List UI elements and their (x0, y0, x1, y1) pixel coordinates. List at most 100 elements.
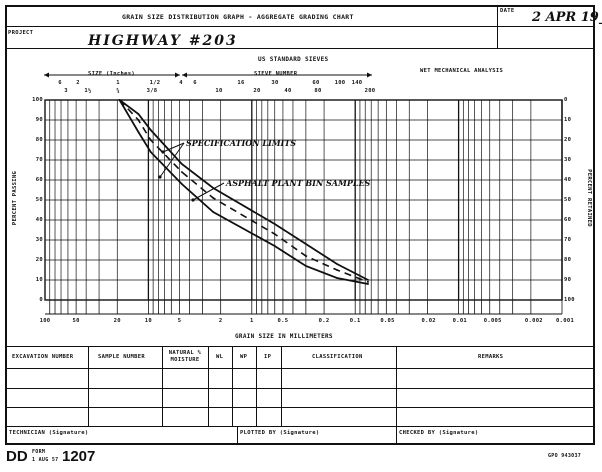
data-point (304, 255, 307, 257)
retained-tick-label: 100 (564, 297, 575, 303)
table-col-line (208, 346, 209, 426)
col-classification: CLASSIFICATION (312, 354, 363, 360)
sieve-tick-label: 10 (215, 88, 223, 94)
table-col-line (281, 346, 282, 426)
pointer-head (191, 198, 195, 202)
data-point (149, 139, 152, 141)
checked-label: CHECKED BY (Signature) (399, 430, 479, 436)
asphalt-pointer (192, 182, 225, 201)
sieve-tick-label: 80 (314, 88, 322, 94)
spec-pointer (159, 142, 185, 178)
col-ip: IP (264, 354, 272, 360)
series-layer (118, 99, 370, 285)
data-point (180, 163, 183, 165)
inch-tick-label: 1/2 (149, 80, 161, 86)
pointer-head (161, 150, 165, 154)
mm-tick-label: 0.002 (524, 318, 543, 324)
gpo-code: GPO 943037 (548, 453, 582, 459)
col-wp: WP (240, 354, 248, 360)
table-row-line (5, 407, 595, 408)
sieve-tick-label: 20 (253, 88, 261, 94)
passing-tick-label: 0 (39, 297, 43, 303)
table-col-line (396, 346, 397, 426)
chart-grid (44, 99, 563, 315)
signature-top (5, 426, 595, 427)
inch-tick-label: 2 (76, 80, 80, 86)
retained-tick-label: 50 (564, 197, 572, 203)
form-frame (5, 5, 595, 445)
passing-tick-label: 90 (35, 117, 43, 123)
mm-tick-label: 0.2 (318, 318, 330, 324)
mm-tick-label: 50 (72, 318, 80, 324)
passing-tick-label: 20 (35, 257, 43, 263)
passing-tick-label: 40 (35, 217, 43, 223)
data-point (336, 277, 338, 279)
sieve-arrow (182, 72, 372, 78)
date-divider (497, 5, 498, 48)
form-date: 1 AUG 57 (32, 457, 59, 463)
axis-range-arrows (44, 72, 372, 78)
pointer-head (158, 175, 162, 179)
sieve-tick-label: 6 (193, 80, 197, 86)
series-line-spec-limit (118, 99, 369, 285)
col-excavation: EXCAVATION NUMBER (12, 354, 74, 360)
retained-tick-label: 80 (564, 257, 572, 263)
sieve-tick-label: 40 (284, 88, 292, 94)
inches-arrow (44, 72, 180, 78)
sieve-tick-label: 30 (271, 80, 279, 86)
col-remarks: REMARKS (478, 354, 504, 360)
sieves-title: US STANDARD SIEVES (258, 56, 329, 63)
mm-tick-label: 2 (218, 318, 223, 324)
form-prefix: DD (6, 448, 28, 465)
retained-tick-label: 30 (564, 157, 572, 163)
col-moisture: NATURAL % MOISTURE (168, 350, 202, 363)
data-point (273, 233, 276, 235)
inch-tick-label: 3/8 (146, 88, 158, 94)
header-divider (5, 26, 595, 27)
form-word: FORM (32, 449, 46, 455)
data-point (304, 265, 307, 267)
col-sample: SAMPLE NUMBER (98, 354, 145, 360)
inch-tick-label: 6 (58, 80, 62, 86)
table-col-line (162, 346, 163, 426)
data-point (304, 243, 307, 245)
table-top (5, 346, 595, 347)
table-header-bottom (5, 368, 595, 369)
retained-tick-label: 70 (564, 237, 572, 243)
form-title: GRAIN SIZE DISTRIBUTION GRAPH - AGGREGAT… (122, 13, 354, 21)
table-row-line (5, 388, 595, 389)
signature-col-line (396, 426, 397, 445)
inch-tick-label: 1 (116, 80, 120, 86)
inch-tick-label: ¾ (116, 88, 120, 94)
mm-tick-label: 1 (249, 318, 254, 324)
wet-analysis-label: WET MECHANICAL ANALYSIS (420, 68, 504, 74)
sieve-tick-label: 100 (334, 80, 346, 86)
form-num: 1207 (62, 448, 96, 465)
data-point (137, 131, 140, 133)
data-point (336, 269, 338, 271)
technician-label: TECHNICIAN (Signature) (9, 430, 89, 436)
retained-tick-label: 90 (564, 277, 572, 283)
table-col-line (256, 346, 257, 426)
data-point (367, 283, 370, 285)
mm-tick-label: 5 (177, 318, 182, 324)
project-label: PROJECT (8, 30, 34, 36)
retained-tick-label: 60 (564, 217, 572, 223)
data-point (180, 183, 183, 185)
data-point (118, 99, 121, 101)
sieve-tick-label: 200 (364, 88, 376, 94)
series-line-bin-samples (119, 99, 369, 283)
project-value: HIGHWAY #203 (88, 33, 238, 49)
data-point (137, 113, 140, 115)
sieve-tick-label: 60 (312, 80, 320, 86)
data-point (149, 129, 152, 131)
data-point (367, 281, 370, 283)
asphalt-annotation: ASPHALT PLANT BIN SAMPLES (226, 178, 371, 188)
passing-tick-label: 10 (35, 277, 43, 283)
data-point (212, 197, 215, 199)
signature-col-line (237, 426, 238, 445)
mm-tick-label: 20 (113, 318, 121, 324)
table-col-line (88, 346, 89, 426)
mm-tick-label: 100 (39, 318, 51, 324)
sieve-tick-label: 140 (351, 80, 363, 86)
